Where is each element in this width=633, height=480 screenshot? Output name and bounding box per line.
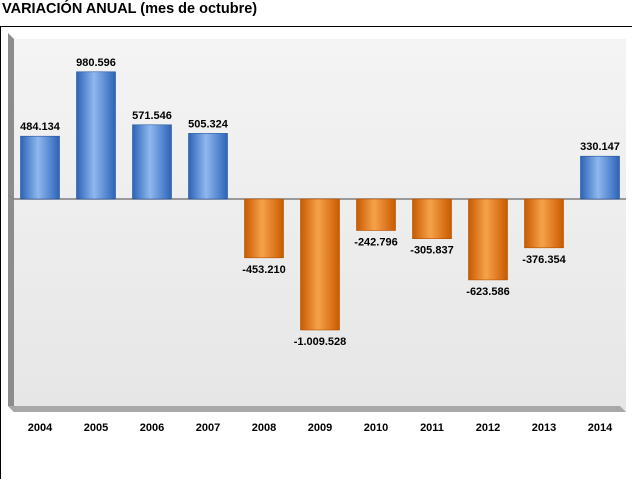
data-label-2014: 330.147 [580,141,620,153]
chart-title: VARIACIÓN ANUAL (mes de octubre) [2,1,258,17]
bar-2009 [300,198,340,331]
bar-2013 [524,198,564,249]
category-label-2007: 2007 [196,422,220,434]
bar-2004 [20,135,60,200]
data-label-2007: 505.324 [188,118,229,130]
data-label-2008: -453.210 [242,264,285,276]
category-label-2014: 2014 [588,422,613,434]
bar-2011 [412,198,452,240]
data-label-2011: -305.837 [410,245,453,257]
chart-frame [0,26,632,479]
category-label-2012: 2012 [476,422,500,434]
data-label-2004: 484.134 [20,121,61,133]
zero-baseline-depth [7,194,15,200]
bar-2014 [580,155,620,200]
category-label-2009: 2009 [308,422,332,434]
chart-side-wall [8,33,14,412]
bar-2006 [132,124,172,200]
category-label-2010: 2010 [364,422,388,434]
bar-2007 [188,133,228,200]
data-label-2013: -376.354 [522,254,566,266]
bar-2008 [244,198,284,259]
chart-floor [8,406,626,412]
category-label-2006: 2006 [140,422,164,434]
category-label-2008: 2008 [252,422,276,434]
bar-2010 [356,198,396,231]
data-label-2012: -623.586 [466,286,509,298]
data-label-2006: 571.546 [132,110,172,122]
bar-2005 [76,71,116,200]
data-label-2009: -1.009.528 [294,336,347,348]
category-label-2013: 2013 [532,422,556,434]
data-label-2005: 980.596 [76,57,116,69]
bar-2012 [468,198,508,281]
data-label-2010: -242.796 [354,237,397,249]
category-label-2004: 2004 [28,422,53,434]
category-label-2011: 2011 [420,422,444,434]
category-label-2005: 2005 [84,422,108,434]
